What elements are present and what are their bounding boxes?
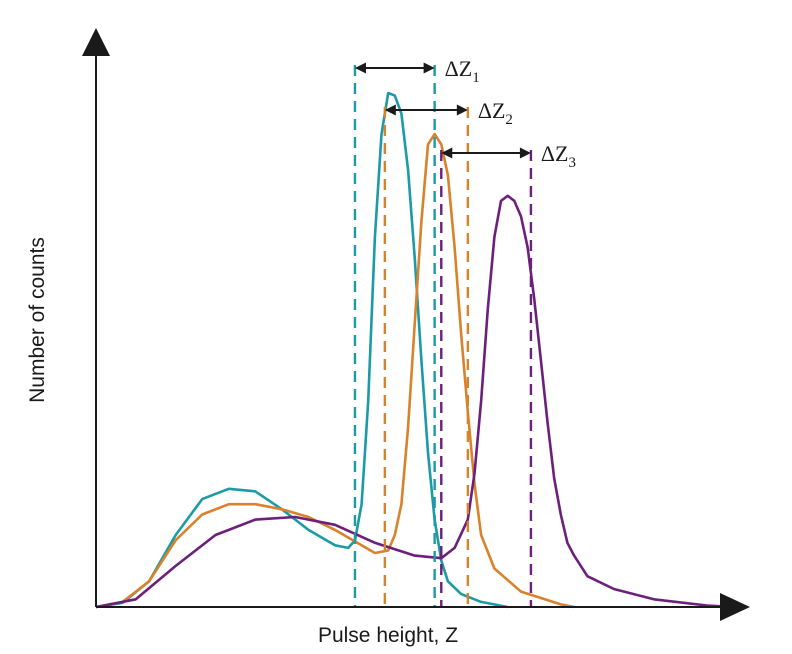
axes xyxy=(82,28,750,621)
marker-3-right-arrowhead xyxy=(519,147,531,159)
x-axis-arrowhead xyxy=(720,593,750,621)
marker-3-left-arrowhead xyxy=(441,147,453,159)
marker-2-right-arrowhead xyxy=(456,104,468,116)
marker-1-label: ΔZ1 xyxy=(445,56,480,86)
series-3-line xyxy=(95,194,734,609)
series-1-line xyxy=(95,91,508,609)
marker-2-label-subscript: 2 xyxy=(505,112,512,128)
x-axis-title: Pulse height, Z xyxy=(318,624,458,647)
y-axis-title: Number of counts xyxy=(26,237,49,403)
marker-3-label: ΔZ3 xyxy=(541,141,576,171)
delta-z-markers: ΔZ1 ΔZ2 ΔZ3 xyxy=(353,56,576,607)
marker-1-left-arrowhead xyxy=(354,62,366,74)
marker-2-left-arrowhead xyxy=(384,104,396,116)
y-axis-arrowhead xyxy=(82,28,110,56)
spectrum-curves xyxy=(95,91,734,609)
marker-1-label-subscript: 1 xyxy=(472,70,480,86)
marker-3-label-subscript: 3 xyxy=(569,155,577,171)
marker-2-label: ΔZ2 xyxy=(478,98,513,128)
series-2-line xyxy=(95,132,575,609)
marker-1-right-arrowhead xyxy=(423,62,435,74)
